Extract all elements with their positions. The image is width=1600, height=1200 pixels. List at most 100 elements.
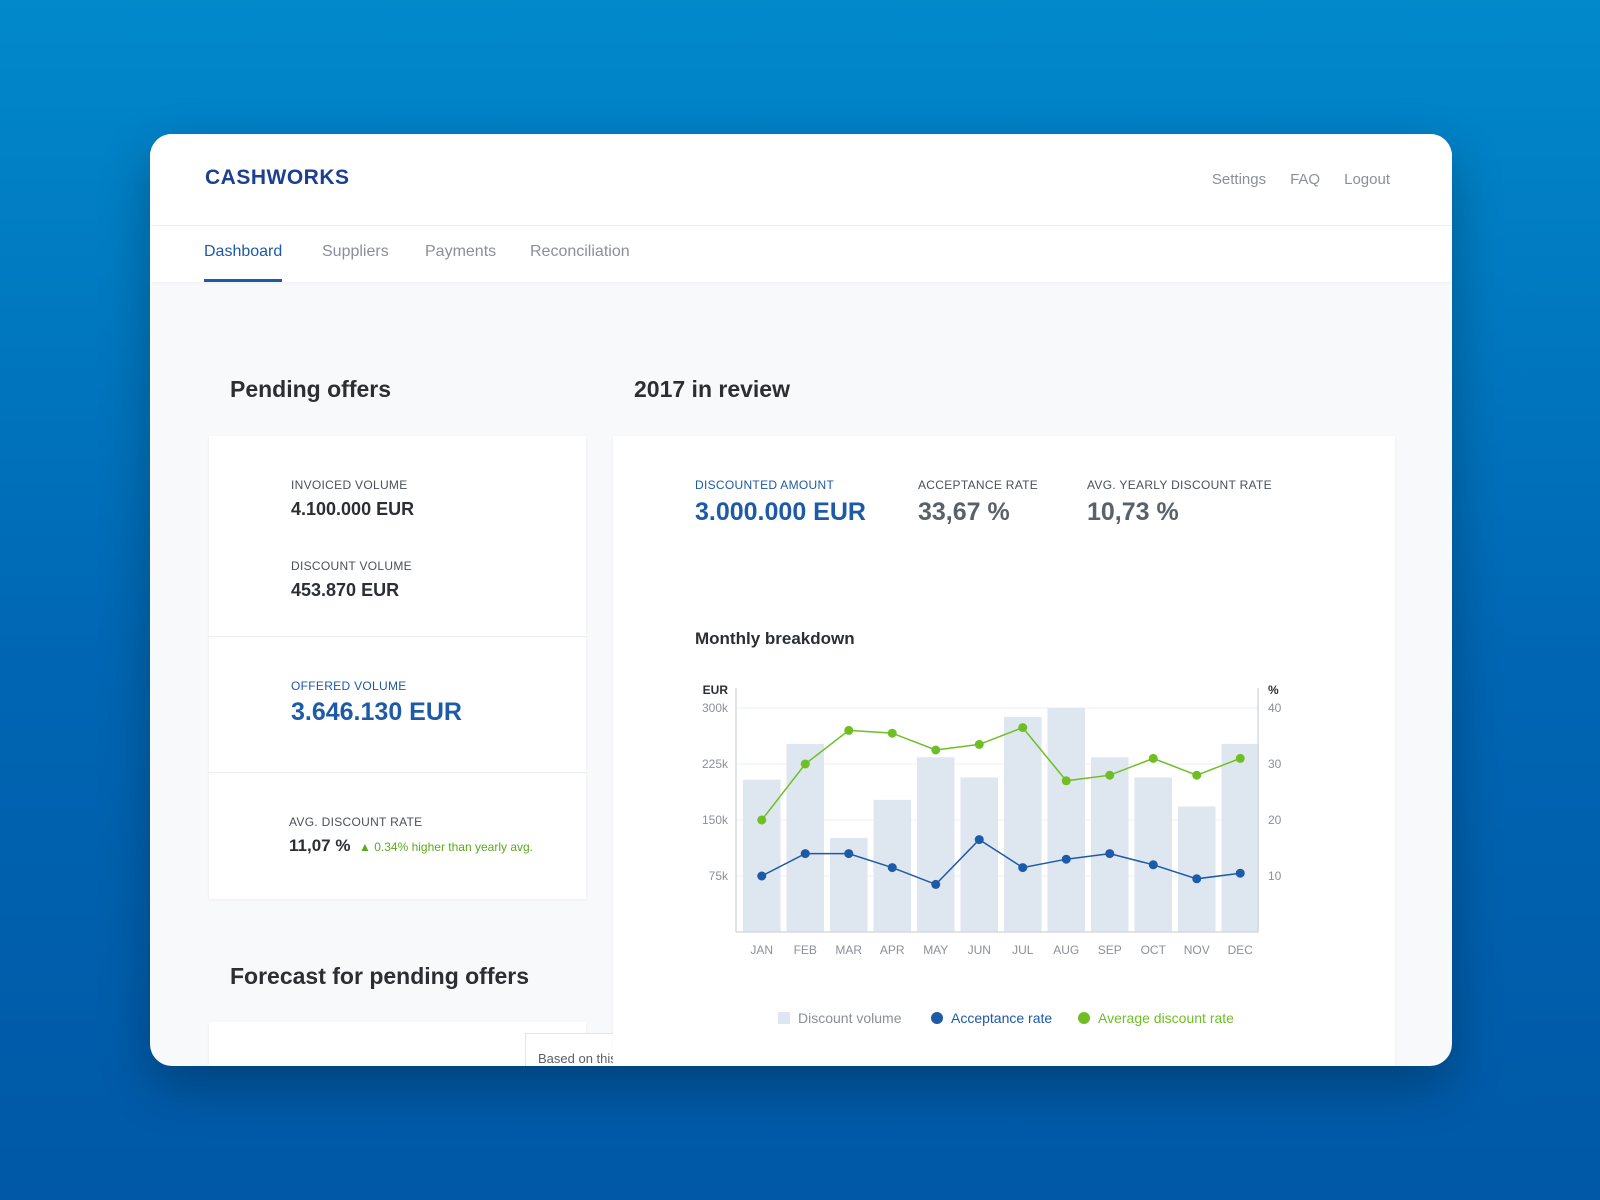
x-tick-label: MAY — [923, 943, 948, 957]
x-tick-label: DEC — [1228, 943, 1254, 957]
data-point — [844, 849, 854, 859]
legend-average-discount-rate[interactable]: Average discount rate — [1078, 1010, 1234, 1026]
bar — [1178, 806, 1216, 932]
data-point — [1235, 753, 1245, 763]
divider — [209, 636, 586, 637]
x-tick-label: AUG — [1053, 943, 1079, 957]
bar — [1047, 708, 1085, 932]
y2-tick-label: 30 — [1268, 757, 1282, 771]
acceptance-rate-label: ACCEPTANCE RATE — [918, 478, 1039, 492]
legend-label: Acceptance rate — [951, 1010, 1053, 1026]
data-point — [1105, 770, 1115, 780]
invoiced-volume-label: INVOICED VOLUME — [291, 478, 408, 492]
app-window: CASHWORKS Settings FAQ Logout Dashboard … — [150, 134, 1452, 1066]
bar — [1221, 743, 1259, 932]
pending-offers-title: Pending offers — [230, 376, 392, 402]
data-point — [1148, 860, 1158, 870]
x-tick-label: OCT — [1141, 943, 1167, 957]
faq-link[interactable]: FAQ — [1290, 171, 1321, 188]
discounted-amount-value: 3.000.000 EUR — [695, 498, 866, 526]
x-tick-label: APR — [880, 943, 905, 957]
data-point — [800, 849, 810, 859]
data-point — [1105, 849, 1115, 859]
bar — [1004, 716, 1042, 932]
series-line — [761, 838, 1241, 886]
data-point — [757, 815, 767, 825]
data-point — [757, 871, 767, 881]
y-tick-label: 75k — [709, 869, 729, 883]
data-point — [1235, 868, 1245, 878]
data-point — [1148, 753, 1158, 763]
x-tick-label: FEB — [794, 943, 817, 957]
acceptance-rate-value: 33,67 % — [918, 498, 1010, 526]
y-axis-label: EUR — [703, 683, 729, 697]
y2-tick-label: 40 — [1268, 701, 1282, 715]
y2-tick-label: 10 — [1268, 869, 1282, 883]
divider — [209, 772, 586, 773]
monthly-breakdown-chart: 75k 150k 225k 300k 10 20 30 40 EUR % JAN FEB MAR APR M… — [702, 683, 1282, 957]
data-point — [1018, 863, 1028, 873]
data-point — [974, 835, 984, 845]
discount-volume-label: DISCOUNT VOLUME — [291, 559, 412, 573]
forecast-title: Forecast for pending offers — [230, 963, 530, 989]
discount-volume-value: 453.870 EUR — [291, 580, 400, 600]
data-point — [1192, 874, 1202, 884]
legend-label: Average discount rate — [1098, 1010, 1234, 1026]
data-point — [1018, 723, 1028, 733]
offered-volume-label: OFFERED VOLUME — [291, 679, 407, 693]
data-point — [844, 725, 854, 735]
bar — [786, 743, 824, 932]
offered-volume-value: 3.646.130 EUR — [291, 698, 462, 726]
x-tick-label: NOV — [1184, 943, 1210, 957]
avg-yearly-rate-label: AVG. YEARLY DISCOUNT RATE — [1087, 478, 1272, 492]
x-tick-label: SEP — [1098, 943, 1122, 957]
legend-label: Discount volume — [798, 1010, 902, 1026]
data-point — [800, 759, 810, 769]
tab-suppliers[interactable]: Suppliers — [322, 243, 389, 260]
tab-dashboard[interactable]: Dashboard — [204, 226, 283, 282]
y2-axis-label: % — [1268, 683, 1279, 697]
data-point — [887, 863, 897, 873]
settings-link[interactable]: Settings — [1211, 171, 1267, 188]
legend-dot-icon — [1078, 1012, 1090, 1024]
review-title: 2017 in review — [634, 376, 790, 402]
tab-bar: Dashboard Suppliers Payments Reconciliat… — [150, 226, 1452, 282]
legend-acceptance-rate[interactable]: Acceptance rate — [931, 1010, 1052, 1026]
tab-payments[interactable]: Payments — [425, 243, 497, 260]
x-tick-label: JAN — [750, 943, 773, 957]
triangle-up-icon: ▲ — [359, 840, 371, 854]
data-point — [887, 728, 897, 738]
y2-tick-label: 20 — [1268, 813, 1282, 827]
x-tick-label: JUN — [968, 943, 991, 957]
avg-yearly-rate-value: 10,73 % — [1087, 498, 1179, 526]
logout-link[interactable]: Logout — [1344, 171, 1390, 188]
invoiced-volume-value: 4.100.000 EUR — [291, 499, 415, 519]
data-point — [931, 745, 941, 755]
logo[interactable]: CASHWORKS — [205, 166, 350, 189]
bar — [1091, 757, 1129, 932]
pending-offers-card: INVOICED VOLUME 4.100.000 EUR DISCOUNT V… — [209, 436, 586, 899]
review-card: DISCOUNTED AMOUNT 3.000.000 EUR ACCEPTAN… — [613, 436, 1395, 1066]
trend-indicator: ▲ 0.34% higher than yearly avg. — [359, 840, 533, 854]
tab-reconciliation[interactable]: Reconciliation — [530, 243, 630, 260]
legend-square-icon — [778, 1012, 790, 1024]
forecast-card — [209, 1022, 586, 1066]
trend-text: 0.34% higher than yearly avg. — [374, 840, 533, 854]
data-point — [931, 879, 941, 889]
header-links: Settings FAQ Logout — [1212, 171, 1390, 188]
series-line — [761, 726, 1241, 821]
x-tick-label: JUL — [1012, 943, 1034, 957]
data-point — [974, 739, 984, 749]
data-point — [1061, 776, 1071, 786]
data-point — [1192, 770, 1202, 780]
y-tick-label: 225k — [702, 757, 729, 771]
discounted-amount-label: DISCOUNTED AMOUNT — [695, 478, 835, 492]
y-tick-label: 150k — [702, 813, 729, 827]
top-bar: CASHWORKS Settings FAQ Logout — [150, 134, 1452, 226]
x-tick-label: MAR — [835, 943, 862, 957]
legend-discount-volume[interactable]: Discount volume — [778, 1010, 902, 1026]
y-tick-label: 300k — [702, 701, 729, 715]
legend-dot-icon — [931, 1012, 943, 1024]
avg-discount-rate-value: 11,07 % — [289, 836, 351, 855]
bar — [1134, 777, 1172, 932]
